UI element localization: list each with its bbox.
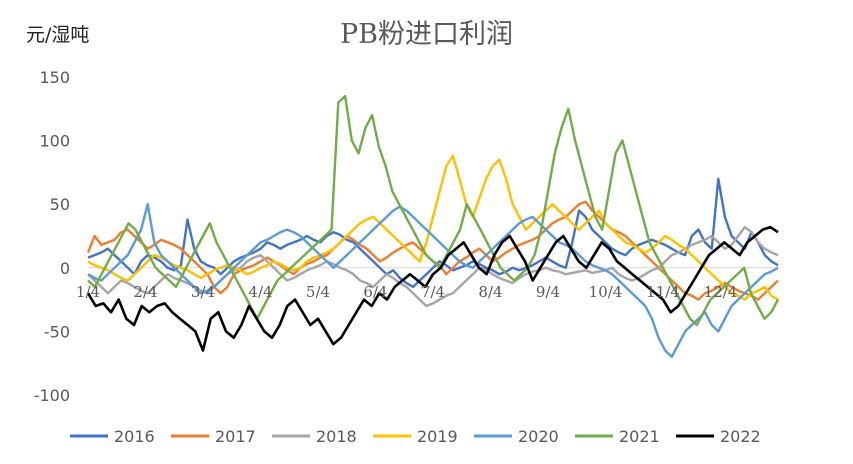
series-line-2022 (86, 225, 779, 352)
series-line-2019 (87, 154, 779, 301)
series-line-2021 (87, 94, 780, 327)
y-tick-label: 50 (50, 195, 70, 214)
x-tick-label: 11/4 (646, 283, 680, 301)
x-tick-label: 4/4 (248, 283, 272, 301)
x-tick-label: 10/4 (589, 283, 623, 301)
x-tick-label: 3/4 (191, 283, 215, 301)
x-tick-label: 6/4 (363, 283, 387, 301)
y-tick-label: 100 (39, 132, 70, 151)
y-tick-label: -50 (44, 322, 70, 341)
x-tick-label: 12/4 (704, 283, 738, 301)
legend: 2016 2017 2018 2019 2020 2021 2022 (70, 427, 761, 446)
x-tick-label: 7/4 (421, 283, 445, 301)
x-tick-label: 1/4 (76, 283, 100, 301)
legend-label-2020: 2020 (518, 427, 559, 446)
series-line-2020 (87, 202, 779, 358)
series-lines (86, 94, 780, 358)
x-tick-label: 5/4 (306, 283, 330, 301)
legend-label-2021: 2021 (619, 427, 660, 446)
x-axis-ticks: 1/4 2/4 3/4 4/4 5/4 6/4 7/4 8/4 9/4 10/4 11/4 12/4 (76, 283, 737, 301)
x-tick-label: 2/4 (133, 283, 157, 301)
chart-title: PB粉进口利润 (339, 19, 513, 50)
legend-label-2016: 2016 (114, 427, 155, 446)
y-tick-label: 150 (39, 68, 70, 87)
series-line-2016 (87, 177, 779, 289)
legend-label-2019: 2019 (417, 427, 458, 446)
y-unit-label: 元/湿吨 (26, 24, 90, 46)
legend-label-2022: 2022 (720, 427, 761, 446)
x-tick-label: 9/4 (536, 283, 560, 301)
x-tick-label: 8/4 (478, 283, 502, 301)
legend-label-2018: 2018 (316, 427, 357, 446)
legend-label-2017: 2017 (215, 427, 256, 446)
y-tick-label: -100 (34, 386, 70, 405)
y-tick-label: 0 (60, 259, 70, 278)
y-axis-ticks: 150 100 50 0 -50 -100 (34, 68, 70, 405)
